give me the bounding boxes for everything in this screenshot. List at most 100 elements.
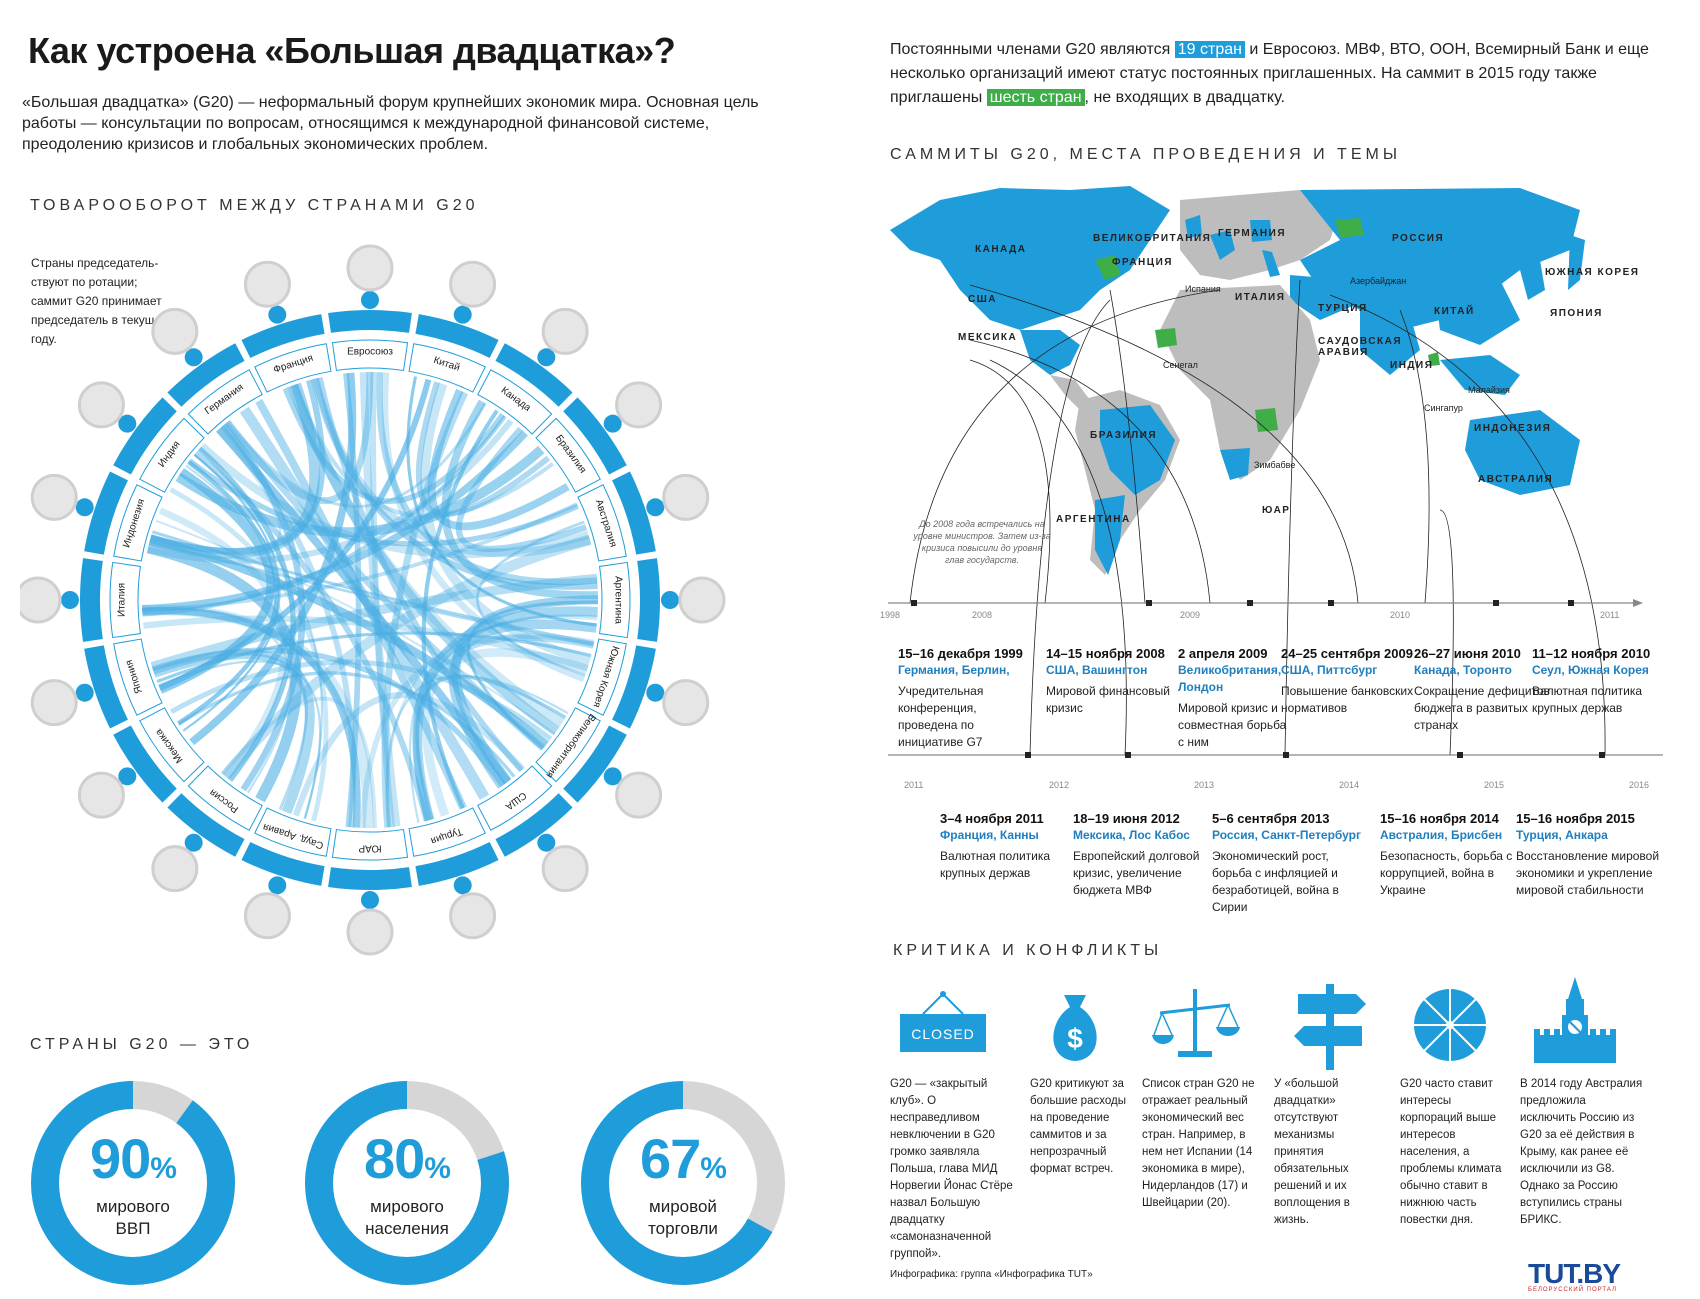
- map-label: БРАЗИЛИЯ: [1090, 430, 1158, 441]
- delegate-icon: [361, 891, 379, 909]
- trade-chord: [381, 372, 586, 683]
- critique-text: В 2014 году Австралия предложила исключи…: [1520, 1078, 1643, 1226]
- year-tick: 1998: [880, 610, 901, 620]
- year-tick: 2008: [972, 610, 993, 620]
- summit-event: 24–25 сентября 2009 США, Питтсбург Повышен…: [1281, 646, 1414, 715]
- country-segment: [408, 807, 486, 857]
- flag-icon: [151, 307, 199, 355]
- country-band: [495, 793, 573, 857]
- map-label: ЯПОНИЯ: [1550, 308, 1603, 319]
- country-segment: [535, 417, 601, 493]
- year-tick: 2012: [1049, 780, 1070, 790]
- year-tick: 2015: [1484, 780, 1505, 790]
- map-asia: [1290, 188, 1585, 375]
- donut-trade: 67% мировой торговли: [578, 1078, 788, 1288]
- timeline-marker: [1493, 600, 1499, 606]
- donut-gdp-label: мирового ВВП: [96, 1197, 170, 1238]
- trade-chord: [142, 430, 528, 613]
- signpost-icon: [1294, 984, 1366, 1070]
- flag-icon: [30, 473, 78, 521]
- country-segment: [477, 765, 553, 831]
- map-label: Зимбабве: [1254, 460, 1296, 470]
- country-band: [495, 343, 573, 407]
- trade-chord: [189, 372, 357, 746]
- map-europe: [1095, 190, 1340, 280]
- country-band: [563, 725, 627, 803]
- map-label: ГЕРМАНИЯ: [1218, 228, 1287, 239]
- trade-chord: [292, 691, 525, 817]
- country-band: [328, 867, 412, 890]
- trade-chord: [255, 399, 467, 810]
- critique-text: У «большой двадцатки» отсутствуют механи…: [1274, 1078, 1350, 1226]
- country-segment: [254, 343, 332, 393]
- delegate-icon: [361, 291, 379, 309]
- country-segment: [598, 561, 631, 639]
- map-label: ИНДИЯ: [1390, 360, 1434, 371]
- delegate-icon: [268, 305, 287, 324]
- country-band: [113, 397, 177, 475]
- map-label: ФРАНЦИЯ: [1112, 257, 1173, 268]
- summit-event: 2 апреля 2009 Великобритания, Лондон Миров…: [1178, 646, 1287, 749]
- donut-trade-value: 67%: [640, 1127, 727, 1190]
- delegate-icon: [75, 498, 94, 517]
- trade-section-title: ТОВАРООБОРОТ МЕЖДУ СТРАНАМИ G20: [30, 197, 479, 214]
- summit-connectors: [909, 279, 1606, 756]
- trade-chord: [187, 458, 579, 547]
- members-highlight-countries: 19 стран: [1174, 41, 1245, 58]
- country-label: ЮАР: [358, 842, 381, 853]
- map-label: КИТАЙ: [1434, 306, 1475, 317]
- country-segment: [577, 638, 627, 716]
- timeline-marker: [1247, 600, 1253, 606]
- country-segment: [477, 369, 553, 435]
- tutby-logo[interactable]: TUT.BY: [1528, 1258, 1621, 1289]
- flag-icon: [541, 307, 589, 355]
- delegate-icon: [603, 414, 622, 433]
- donut-population: 80% мирового населения: [302, 1078, 512, 1288]
- trade-chord: [427, 388, 570, 531]
- flag-icon: [77, 771, 125, 819]
- donut-population-ring: [305, 1081, 509, 1285]
- flag-icon: [243, 892, 291, 940]
- summit-event: 26–27 июня 2010 Канада, Торонто Сокращение…: [1414, 646, 1550, 732]
- members-highlight-invited: шесть стран: [986, 89, 1085, 106]
- country-segment: [187, 369, 263, 435]
- trade-chord: [142, 606, 361, 828]
- country-band: [415, 314, 499, 358]
- delegate-icon: [537, 348, 556, 367]
- map-label: ЮЖНАЯ КОРЕЯ: [1545, 267, 1640, 278]
- trade-chord: [221, 422, 306, 792]
- country-label: Евросоюз: [347, 347, 393, 358]
- year-tick: 2014: [1339, 780, 1360, 790]
- trade-chord: [142, 607, 292, 794]
- flag-icon: [541, 845, 589, 893]
- map-south-america: [1075, 390, 1180, 575]
- summit-event: 15–16 ноября 2015 Турция, Анкара Восстанов…: [1516, 811, 1660, 897]
- members-text-part: , не входящих в двадцатку.: [1084, 89, 1285, 106]
- critique-text: G20 часто ставит интересы корпораций выш…: [1400, 1078, 1502, 1226]
- intro-text: «Большая двадцатка» (G20) — неформальный…: [22, 94, 759, 153]
- timeline-marker: [1146, 600, 1152, 606]
- flag-icon: [243, 260, 291, 308]
- trade-chord-diagram: ЕвросоюзКитайКанадаБразилияАвстралияАрге…: [20, 244, 726, 956]
- closed-sign-icon: CLOSED: [900, 991, 986, 1052]
- closed-sign-text: CLOSED: [911, 1026, 975, 1042]
- donut-gdp-ring: [31, 1081, 235, 1285]
- summit-event: 18–19 июня 2012 Мексика, Лос Кабос Европей…: [1073, 811, 1200, 897]
- map-label: Испания: [1185, 284, 1221, 294]
- donut-trade-label: мировой торговли: [648, 1197, 718, 1238]
- year-tick: 2011: [904, 780, 924, 790]
- delegate-icon: [646, 683, 665, 702]
- country-segment: [109, 561, 142, 639]
- flag-icon: [346, 244, 394, 292]
- year-tick: 2011: [1600, 610, 1620, 620]
- map-label: ИТАЛИЯ: [1235, 292, 1286, 303]
- summit-event: 15–16 ноября 2014 Австралия, Брисбен Безоп…: [1380, 811, 1513, 897]
- trade-chord: [224, 420, 546, 751]
- rotation-note: Страны председатель- ствуют по ротации; …: [31, 256, 170, 346]
- trade-chord: [197, 446, 296, 782]
- critique-text: G20 — «закрытый клуб». О несправедливом …: [890, 1078, 1013, 1260]
- trade-chords: [142, 371, 599, 829]
- delegate-icon: [184, 833, 203, 852]
- scales-icon: [1152, 989, 1240, 1057]
- trade-chord: [149, 379, 326, 555]
